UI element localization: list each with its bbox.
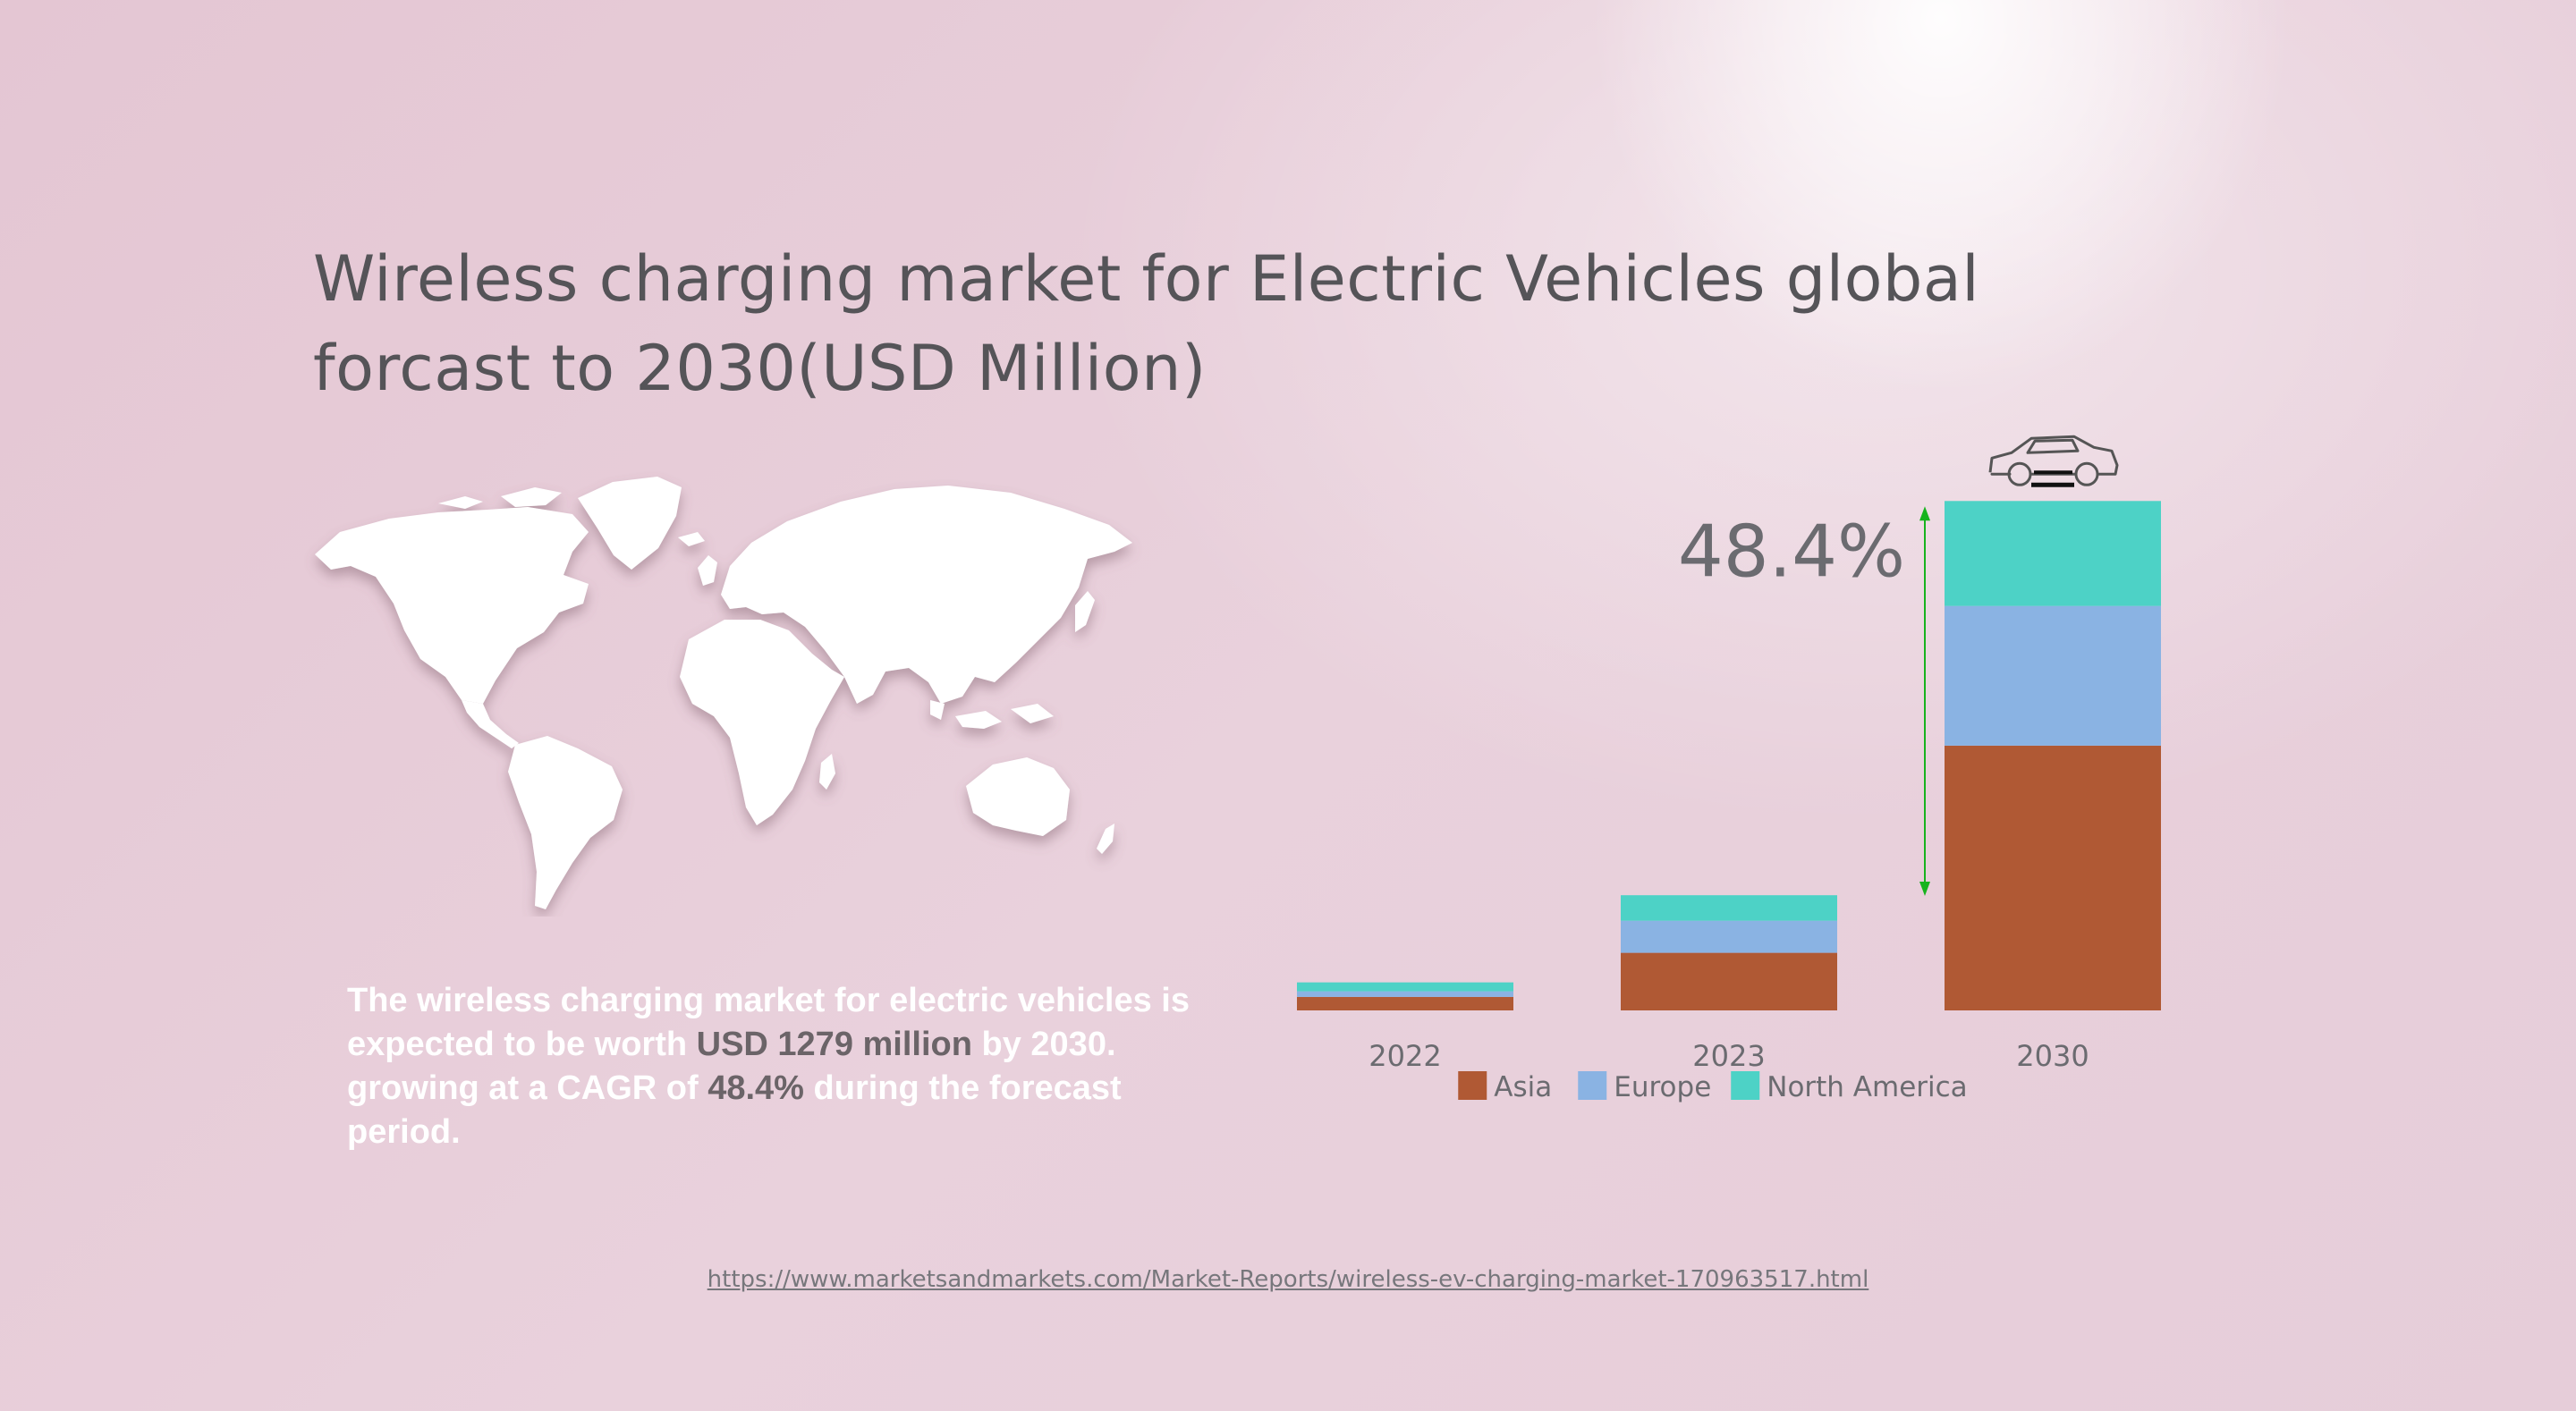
bar-asia-2023	[1621, 952, 1837, 1010]
legend-label-asia: Asia	[1494, 1071, 1552, 1103]
bar-north-america-2022	[1297, 982, 1513, 992]
legend-swatch-north-america	[1731, 1071, 1760, 1100]
stacked-bar-chart: 2022 2023 2030 48.4% Asia Europe North America	[1297, 435, 2161, 1103]
description-part-1: The wireless charging market for electri…	[347, 982, 1190, 1063]
bar-europe-2022	[1297, 991, 1513, 997]
description-text: The wireless charging market for electri…	[347, 979, 1206, 1154]
bar-north-america-2030	[1945, 501, 2161, 606]
cagr-arrow-head-top	[1919, 506, 1930, 521]
description-part-3: during the forecast period.	[347, 1069, 1122, 1151]
highlight-cagr: 48.4%	[708, 1069, 804, 1107]
charging-car-icon	[1988, 435, 2119, 487]
description-part-2: by 2030. growing at a CAGR of	[347, 1026, 1116, 1107]
cagr-annotation: 48.4%	[1678, 510, 1905, 593]
title-line-2: forcast to 2030(USD Million)	[313, 332, 1207, 405]
bar-europe-2030	[1945, 605, 2161, 746]
page-title: Wireless charging market for Electric Ve…	[313, 234, 2012, 413]
cagr-arrow-head-bottom	[1919, 881, 1930, 896]
legend-label-europe: Europe	[1614, 1071, 1711, 1103]
bar-asia-2022	[1297, 996, 1513, 1010]
source-link[interactable]: https://www.marketsandmarkets.com/Market…	[707, 1266, 1869, 1293]
legend-swatch-europe	[1578, 1071, 1607, 1100]
x-tick-label-2023: 2023	[1692, 1039, 1765, 1073]
legend-swatch-asia	[1458, 1071, 1487, 1100]
legend-label-north-america: North America	[1767, 1071, 1967, 1103]
x-tick-label-2030: 2030	[2016, 1039, 2089, 1073]
title-line-1: Wireless charging market for Electric Ve…	[313, 242, 1980, 316]
world-map-icon	[315, 477, 1132, 909]
bar-europe-2023	[1621, 920, 1837, 953]
bar-north-america-2023	[1621, 895, 1837, 921]
highlight-market-value: USD 1279 million	[696, 1026, 972, 1063]
x-tick-label-2022: 2022	[1368, 1039, 1441, 1073]
bar-asia-2030	[1945, 745, 2161, 1010]
